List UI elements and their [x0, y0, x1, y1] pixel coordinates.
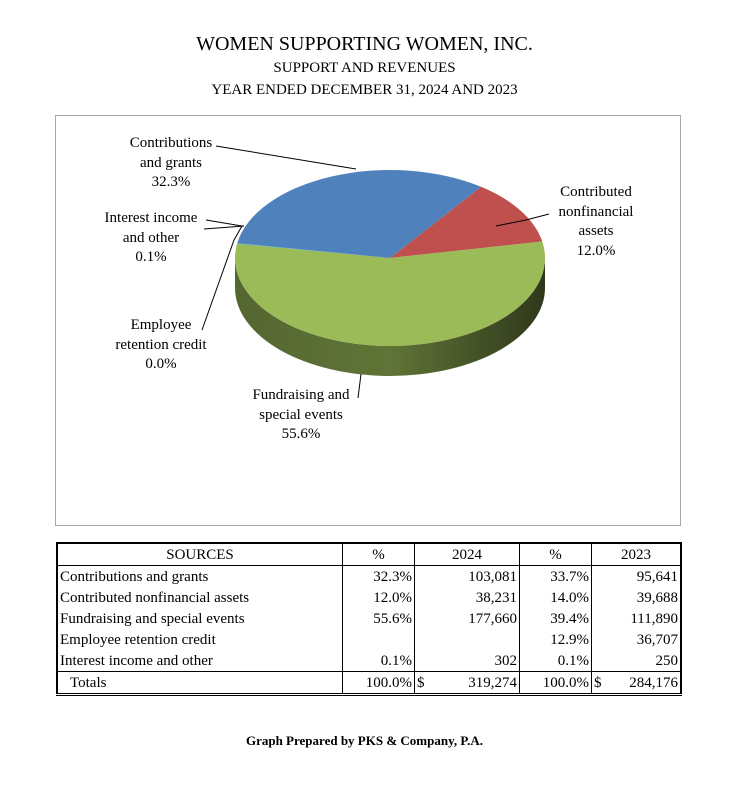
totals-amt-2024-cell: $319,274 — [414, 671, 520, 696]
totals-row: Totals 100.0% $319,274 100.0% $284,176 — [57, 671, 681, 696]
totals-amt-2024: 319,274 — [468, 674, 517, 691]
totals-amt-2023: 284,176 — [629, 674, 678, 691]
table-row: Contributions and grants 32.3% 103,081 3… — [57, 565, 681, 587]
row-label: Contributions and grants — [57, 565, 343, 587]
row-amt-2023: 111,890 — [630, 610, 678, 627]
table-row: Fundraising and special events 55.6% 177… — [57, 608, 681, 629]
row-pct-2023: 14.0% — [519, 587, 592, 608]
col-2023: 2023 — [591, 543, 681, 566]
leader-interest-income — [203, 225, 245, 230]
row-pct-2024: 55.6% — [342, 608, 415, 629]
label-interest-income: Interest income and other 0.1% — [104, 210, 198, 265]
footer-credit: Graph Prepared by PKS & Company, P.A. — [245, 733, 484, 748]
row-pct-2024: 0.1% — [342, 650, 415, 672]
row-pct-2024 — [342, 629, 415, 650]
row-amt-2023: 39,688 — [636, 589, 678, 606]
leader-nonfinancial — [495, 213, 550, 227]
currency-symbol: $ — [594, 674, 602, 691]
row-pct-2024: 12.0% — [342, 587, 415, 608]
col-2024: 2024 — [414, 543, 520, 566]
pie-chart — [201, 145, 550, 399]
row-pct-2023: 12.9% — [519, 629, 592, 650]
totals-pct-2023: 100.0% — [519, 671, 592, 696]
row-label: Fundraising and special events — [57, 608, 343, 629]
table-row: Employee retention credit 12.9% 36,707 — [57, 629, 681, 650]
totals-label: Totals — [57, 671, 343, 696]
chart-area: Contributions and grants 32.3% Contributed… — [55, 115, 681, 526]
table-header-row: SOURCES % 2024 % 2023 — [57, 543, 681, 566]
row-amt-2023: 250 — [655, 652, 679, 669]
totals-pct-2024: 100.0% — [342, 671, 415, 696]
row-pct-2023: 0.1% — [519, 650, 592, 672]
row-label: Interest income and other — [57, 650, 343, 672]
currency-symbol: $ — [417, 674, 425, 691]
pie-slice-contributions-and-grants — [237, 169, 482, 258]
pie-side-fundraising-and-special-events — [235, 258, 545, 376]
pie-slice-fundraising-and-special-events — [235, 241, 545, 346]
leader-fundraising — [357, 373, 362, 399]
sources-table: SOURCES % 2024 % 2023 Contributions and … — [56, 542, 682, 696]
report-period: YEAR ENDED DECEMBER 31, 2024 AND 2023 — [211, 82, 518, 98]
label-nonfinancial: Contributed nonfinancial assets 12.0% — [558, 184, 634, 259]
label-employee-retention: Employee retention credit 0.0% — [115, 317, 207, 372]
row-amt-2024: 103,081 — [414, 565, 520, 587]
label-fundraising: Fundraising and special events 55.6% — [252, 387, 350, 442]
report-subtitle: SUPPORT AND REVENUES — [273, 60, 456, 76]
col-pct-2023: % — [519, 543, 592, 566]
row-amt-2024 — [414, 629, 520, 650]
leader-contributions — [215, 145, 357, 170]
leader-employee-retention — [201, 219, 243, 331]
pie-slice-interest-income-and-other — [237, 243, 390, 258]
col-pct-2024: % — [342, 543, 415, 566]
row-amt-2024: 302 — [414, 650, 520, 672]
row-amt-2024: 38,231 — [414, 587, 520, 608]
table-row: Interest income and other 0.1% 302 0.1% … — [57, 650, 681, 672]
col-sources: SOURCES — [57, 543, 343, 566]
row-amt-2024: 177,660 — [414, 608, 520, 629]
totals-amt-2023-cell: $284,176 — [591, 671, 681, 696]
org-title: WOMEN SUPPORTING WOMEN, INC. — [196, 33, 533, 55]
row-pct-2024: 32.3% — [342, 565, 415, 587]
label-contributions: Contributions and grants 32.3% — [129, 135, 213, 190]
row-label: Employee retention credit — [57, 629, 343, 650]
row-label: Contributed nonfinancial assets — [57, 587, 343, 608]
table-row: Contributed nonfinancial assets 12.0% 38… — [57, 587, 681, 608]
row-amt-2023: 36,707 — [636, 631, 678, 648]
pie-slice-contributed-nonfinancial-assets — [390, 186, 543, 258]
row-pct-2023: 39.4% — [519, 608, 592, 629]
row-pct-2023: 33.7% — [519, 565, 592, 587]
row-amt-2023: 95,641 — [636, 568, 678, 585]
